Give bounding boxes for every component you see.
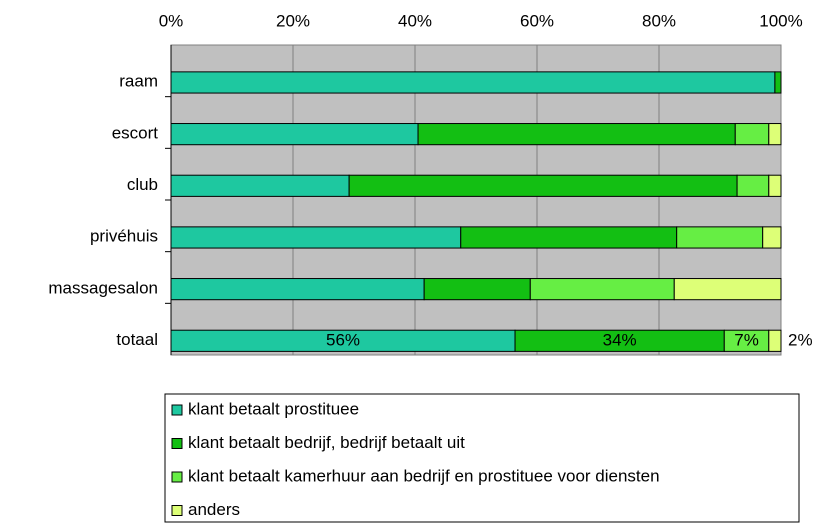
y-tick-label: totaal	[116, 330, 158, 349]
x-tick-label: 40%	[398, 11, 432, 30]
legend-swatch	[171, 471, 183, 483]
x-tick-label: 100%	[759, 11, 802, 30]
plot-area	[171, 45, 781, 355]
bar-segment	[170, 278, 425, 301]
bar-segment	[673, 278, 782, 301]
bar-segment	[529, 278, 675, 301]
bar-segment	[768, 329, 782, 352]
bar-segment	[170, 174, 350, 197]
bar-segment	[774, 71, 782, 94]
legend-label: klant betaalt prostituee	[188, 399, 359, 418]
data-label: 7%	[734, 330, 759, 349]
bar-segment	[423, 278, 531, 301]
bar-segment	[348, 174, 738, 197]
x-tick-label: 60%	[520, 11, 554, 30]
bar-segment	[734, 123, 770, 146]
legend-box	[164, 393, 800, 523]
legend-label: klant betaalt bedrijf, bedrijf betaalt u…	[188, 433, 465, 452]
y-tick-label: escort	[112, 123, 159, 142]
y-tick-label: massagesalon	[48, 278, 158, 297]
x-tick-label: 80%	[642, 11, 676, 30]
legend-swatch	[171, 438, 183, 449]
legend-swatch	[171, 505, 183, 516]
bar-segment	[768, 174, 782, 197]
y-tick-label: raam	[119, 72, 158, 91]
bar-segment	[768, 123, 782, 146]
bar-segment	[170, 71, 776, 94]
y-tick-label: club	[127, 175, 158, 194]
bar-segment	[417, 123, 736, 146]
data-label: 56%	[326, 330, 360, 349]
x-tick-label: 0%	[159, 11, 184, 30]
legend-swatch	[171, 404, 183, 416]
bar-segment	[170, 226, 462, 249]
data-label: 2%	[788, 330, 813, 349]
y-tick-label: privéhuis	[90, 227, 158, 246]
bar-segment	[170, 123, 419, 146]
data-label: 34%	[603, 330, 637, 349]
x-tick-label: 20%	[276, 11, 310, 30]
legend-label: klant betaalt kamerhuur aan bedrijf en p…	[188, 466, 660, 485]
bar-segment	[676, 226, 764, 249]
bar-segment	[736, 174, 770, 197]
legend-label: anders	[188, 500, 240, 519]
bar-segment	[762, 226, 782, 249]
bar-segment	[460, 226, 678, 249]
